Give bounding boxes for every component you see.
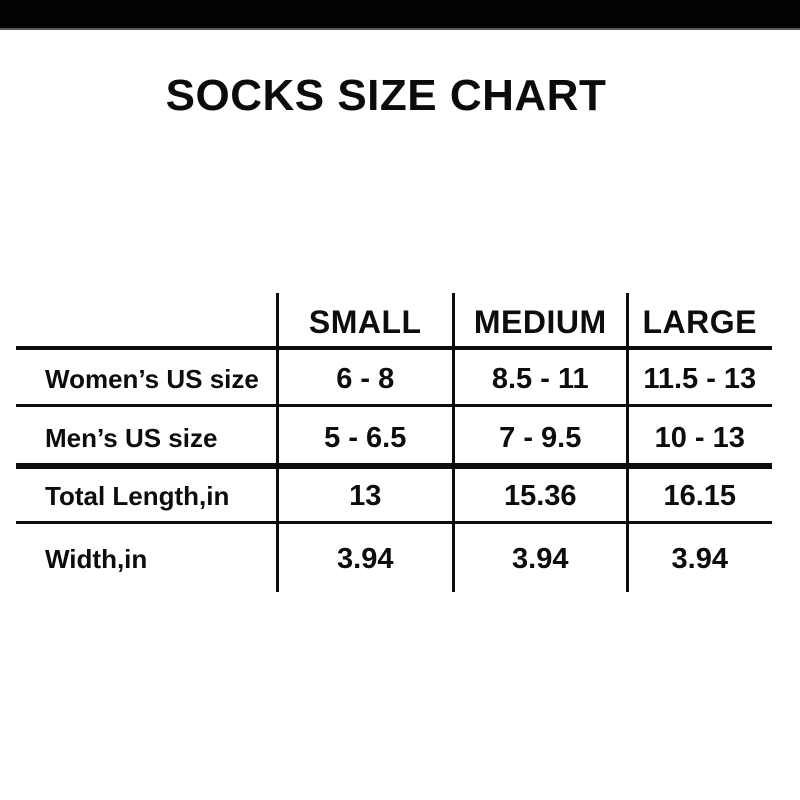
column-header-large: LARGE: [642, 304, 757, 340]
row-label-mens-us-size: Men’s US size: [45, 422, 218, 453]
table-divider-row-2-thick: [16, 463, 772, 469]
top-bar: [0, 0, 800, 30]
page-title: SOCKS SIZE CHART: [165, 71, 607, 120]
cell-length-medium: 15.36: [503, 480, 577, 512]
row-label-total-length: Total Length,in: [45, 481, 230, 511]
socks-size-chart-table: SMALL MEDIUM LARGE Women’s US size 6 - 8…: [16, 293, 772, 592]
cell-womens-small: 6 - 8: [336, 362, 395, 395]
cell-length-large: 16.15: [663, 480, 737, 512]
row-label-width: Width,in: [45, 544, 148, 574]
cell-womens-medium: 8.5 - 11: [491, 362, 589, 395]
corner-cell: [16, 293, 278, 348]
cell-length-small: 13: [349, 480, 382, 512]
table-divider-vertical-3: [626, 293, 629, 592]
table-divider-row-1: [16, 404, 772, 407]
cell-width-small: 3.94: [337, 543, 394, 575]
cell-width-large: 3.94: [671, 543, 728, 575]
cell-womens-large: 11.5 - 13: [643, 362, 757, 395]
cell-mens-medium: 7 - 9.5: [499, 421, 582, 454]
cell-width-medium: 3.94: [512, 543, 569, 575]
table-divider-vertical-2: [452, 293, 455, 592]
column-header-medium: MEDIUM: [473, 304, 607, 340]
cell-mens-large: 10 - 13: [654, 421, 745, 454]
table-grid: SMALL MEDIUM LARGE Women’s US size 6 - 8…: [16, 293, 772, 592]
table-divider-vertical-1: [276, 293, 279, 592]
cell-mens-small: 5 - 6.5: [324, 421, 407, 454]
row-label-womens-us-size: Women’s US size: [45, 363, 259, 394]
table-divider-row-3: [16, 521, 772, 524]
table-divider-header: [16, 346, 772, 350]
column-header-small: SMALL: [308, 304, 422, 340]
